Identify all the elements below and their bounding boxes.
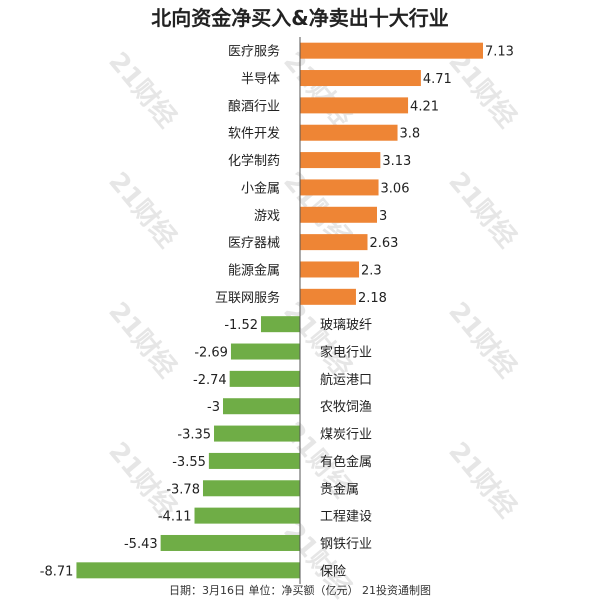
- bar-化学制药: [300, 152, 381, 169]
- category-label: 玻璃玻纤: [320, 318, 372, 333]
- value-label: 3.06: [381, 181, 410, 196]
- category-label: 酿酒行业: [228, 98, 280, 114]
- value-label: -3.78: [166, 482, 200, 497]
- category-label: 游戏: [254, 209, 280, 224]
- category-label: 能源金属: [228, 262, 280, 278]
- bar-家电行业: [230, 343, 300, 360]
- category-label: 小金属: [241, 180, 280, 196]
- value-label: 3.13: [382, 154, 411, 169]
- category-label: 煤炭行业: [320, 428, 372, 443]
- bar-医疗器械: [300, 234, 368, 251]
- bar-软件开发: [300, 124, 398, 141]
- category-label: 半导体: [241, 72, 280, 87]
- footnote: 日期：3月16日 单位：净买额（亿元） 21投资通制图: [169, 584, 431, 597]
- value-label: -3: [207, 400, 220, 415]
- bar-玻璃玻纤: [260, 316, 300, 333]
- bar-互联网服务: [300, 288, 356, 305]
- category-label: 有色金属: [320, 454, 372, 470]
- category-label: 钢铁行业: [320, 537, 372, 552]
- value-label: 2.63: [370, 236, 399, 251]
- bar-能源金属: [300, 261, 360, 278]
- value-label: -2.69: [194, 346, 228, 361]
- chart-title: 北向资金净买入&净卖出十大行业: [151, 6, 449, 30]
- bar-有色金属: [208, 452, 300, 469]
- bar-游戏: [300, 206, 377, 223]
- category-label: 医疗器械: [228, 236, 280, 251]
- category-label: 航运港口: [320, 372, 372, 388]
- bar-钢铁行业: [160, 534, 300, 551]
- bar-医疗服务: [300, 42, 483, 59]
- value-label: -5.43: [124, 537, 158, 552]
- value-label: -1.52: [224, 318, 258, 333]
- value-label: -2.74: [193, 373, 227, 388]
- value-label: 2.3: [361, 263, 382, 278]
- value-label: -3.55: [172, 455, 206, 470]
- category-label: 医疗服务: [228, 44, 280, 60]
- value-label: 2.18: [358, 291, 387, 306]
- category-label: 工程建设: [320, 510, 372, 525]
- value-label: 4.21: [410, 99, 439, 114]
- category-label: 贵金属: [320, 481, 359, 497]
- category-label: 家电行业: [320, 345, 372, 361]
- value-label: -4.11: [158, 510, 192, 525]
- bar-半导体: [300, 70, 421, 87]
- value-label: 3.8: [400, 127, 421, 142]
- bar-保险: [76, 562, 300, 579]
- bar-酿酒行业: [300, 97, 409, 114]
- bar-煤炭行业: [214, 425, 300, 442]
- value-label: -3.35: [177, 428, 211, 443]
- bar-工程建设: [194, 507, 300, 524]
- value-label: 4.71: [423, 72, 452, 87]
- bar-航运港口: [229, 370, 300, 387]
- category-label: 保险: [320, 564, 346, 579]
- bar-贵金属: [202, 480, 300, 497]
- value-label: 3: [379, 209, 387, 224]
- category-label: 化学制药: [228, 153, 280, 169]
- category-label: 互联网服务: [215, 290, 280, 306]
- value-label: 7.13: [485, 45, 514, 60]
- bar-农牧饲渔: [223, 398, 300, 415]
- bar-小金属: [300, 179, 379, 196]
- category-label: 农牧饲渔: [320, 400, 372, 415]
- value-label: -8.71: [40, 564, 74, 579]
- category-label: 软件开发: [228, 126, 280, 142]
